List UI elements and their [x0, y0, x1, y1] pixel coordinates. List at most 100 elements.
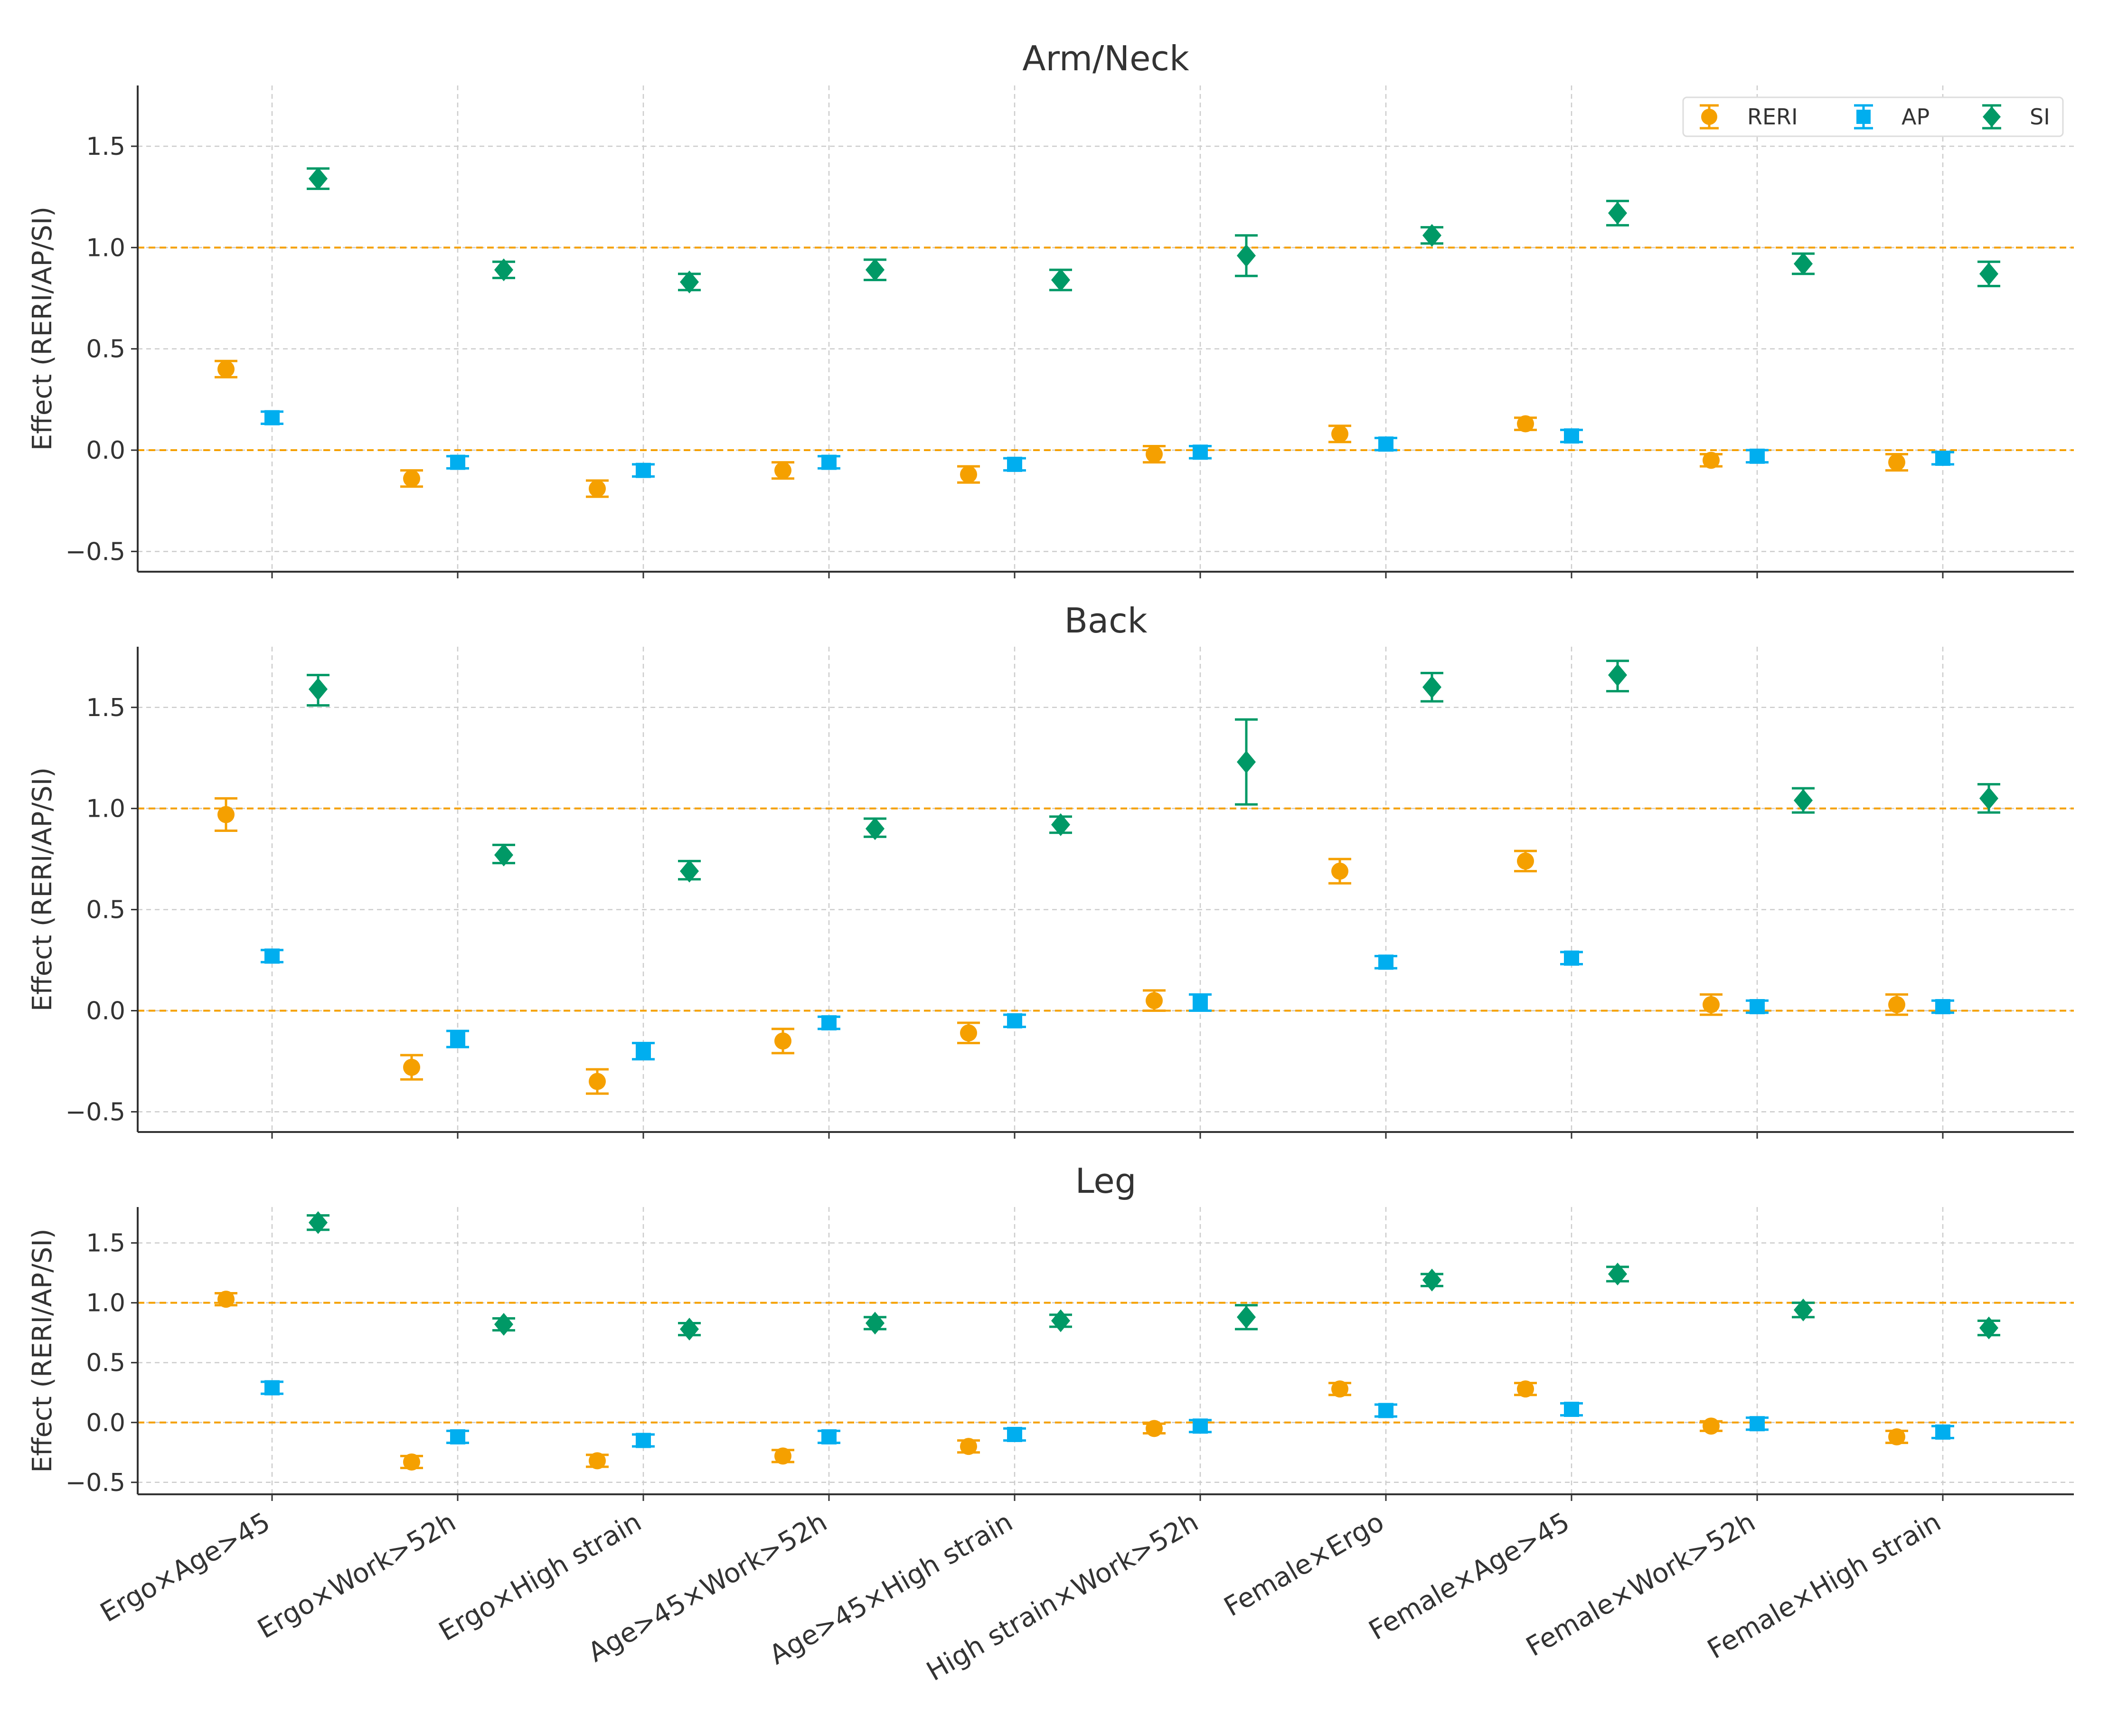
si-marker: [1051, 813, 1070, 836]
reri-marker: [1703, 996, 1720, 1013]
ap-point: [1931, 999, 1954, 1014]
reri-marker: [960, 1438, 977, 1455]
reri-point: [586, 1068, 609, 1095]
reri-point: [772, 1447, 794, 1465]
si-point: [1421, 224, 1443, 247]
reri-point: [772, 1028, 794, 1055]
ap-point: [1746, 448, 1769, 464]
reri-marker: [589, 1452, 606, 1470]
ap-marker: [1007, 1013, 1022, 1028]
si-point: [1606, 1263, 1629, 1286]
reri-point: [215, 797, 237, 832]
ap-marker: [1935, 451, 1950, 466]
reri-marker: [1888, 996, 1905, 1013]
reri-marker: [1331, 862, 1348, 880]
y-tick-label: 0.0: [86, 436, 125, 465]
y-axis-label: Effect (RERI/AP/SI): [27, 767, 58, 1011]
reri-point: [1700, 452, 1723, 469]
si-point: [492, 843, 515, 867]
si-point: [307, 674, 329, 707]
si-point: [1235, 1304, 1258, 1330]
reri-marker: [217, 360, 235, 378]
y-tick-label: 1.0: [86, 1289, 125, 1318]
y-tick-label: 0.0: [86, 1409, 125, 1437]
si-marker: [680, 1318, 699, 1341]
ap-point: [261, 1380, 283, 1396]
legend-entry-reri: RERI: [1700, 104, 1798, 130]
reri-point: [1514, 849, 1537, 873]
ap-marker: [1007, 1426, 1022, 1442]
reri-marker: [774, 1447, 791, 1465]
y-tick-label: 1.0: [86, 234, 125, 262]
ap-point: [818, 1429, 840, 1444]
reri-point: [1885, 1428, 1908, 1445]
si-marker: [1608, 1263, 1627, 1286]
si-point: [1792, 252, 1815, 275]
si-marker: [1051, 268, 1070, 292]
ap-marker: [264, 410, 280, 425]
ap-marker: [1378, 954, 1393, 970]
panel-title: Arm/Neck: [1022, 38, 1189, 78]
reri-point: [957, 1438, 980, 1455]
reri-marker: [1703, 452, 1720, 469]
y-tick-label: 0.5: [86, 1349, 125, 1377]
reri-marker: [1331, 1380, 1348, 1398]
si-marker: [1608, 201, 1627, 225]
si-marker: [1237, 750, 1256, 774]
si-point: [1049, 268, 1072, 292]
ap-marker: [1007, 456, 1022, 472]
si-marker: [1979, 787, 1998, 810]
ap-marker: [1750, 1416, 1765, 1432]
ap-point: [1003, 1426, 1026, 1442]
ap-point: [818, 1015, 840, 1031]
si-point: [678, 859, 701, 883]
legend-marker: [1701, 109, 1717, 125]
ap-point: [1189, 1418, 1212, 1434]
si-marker: [866, 1311, 885, 1335]
si-point: [864, 258, 886, 282]
y-tick-label: −0.5: [66, 1469, 125, 1497]
reri-marker: [1146, 445, 1163, 463]
ap-point: [1746, 999, 1769, 1014]
reri-marker: [403, 1453, 420, 1471]
ap-point: [632, 1042, 655, 1061]
si-marker: [1794, 1298, 1813, 1321]
ap-point: [1931, 451, 1954, 466]
y-tick-label: −0.5: [66, 1098, 125, 1126]
reri-marker: [589, 1073, 606, 1090]
y-tick-label: 0.5: [86, 335, 125, 364]
ap-point: [632, 462, 655, 478]
panel-1: −0.5 0.0 0.5 1.0 1.5 Back Effect (RERI/AP/SI): [27, 601, 2074, 1139]
ap-point: [1746, 1416, 1769, 1432]
reri-marker: [1146, 992, 1163, 1010]
ap-marker: [450, 454, 465, 470]
reri-point: [957, 465, 980, 484]
si-point: [307, 1211, 329, 1234]
si-point: [1049, 813, 1072, 836]
si-marker: [309, 678, 328, 701]
legend-entry-si: SI: [1982, 104, 2050, 130]
ap-point: [1560, 428, 1583, 444]
si-point: [1049, 1309, 1072, 1332]
ap-marker: [1750, 448, 1765, 464]
reri-point: [772, 461, 794, 480]
si-marker: [1422, 224, 1441, 247]
si-point: [1792, 787, 1815, 814]
ap-marker: [450, 1031, 465, 1047]
reri-point: [1143, 444, 1166, 464]
si-marker: [1979, 1316, 1998, 1340]
reri-marker: [403, 1058, 420, 1076]
si-marker: [866, 817, 885, 840]
legend-label: AP: [1901, 104, 1930, 130]
y-tick-label: 1.5: [86, 1229, 125, 1258]
reri-marker: [960, 1024, 977, 1042]
y-tick-label: 1.5: [86, 694, 125, 722]
panel-title: Back: [1064, 601, 1148, 641]
reri-point: [400, 1054, 423, 1081]
ap-point: [818, 454, 840, 470]
ap-marker: [1193, 444, 1208, 460]
si-marker: [1608, 663, 1627, 687]
si-point: [492, 1313, 515, 1336]
ap-marker: [1935, 999, 1950, 1014]
